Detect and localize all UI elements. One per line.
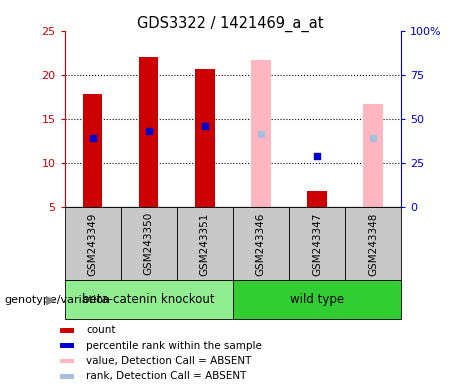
Text: GSM243349: GSM243349 [88, 212, 98, 276]
Bar [307, 192, 327, 207]
Bar [65, 207, 121, 280]
Text: percentile rank within the sample: percentile rank within the sample [86, 341, 262, 351]
Bar [345, 207, 401, 280]
Text: value, Detection Call = ABSENT: value, Detection Call = ABSENT [86, 356, 251, 366]
Bar [60, 359, 74, 363]
Text: GSM243350: GSM243350 [144, 212, 154, 275]
Point [313, 153, 321, 159]
Text: ▶: ▶ [46, 293, 55, 306]
Bar [60, 343, 74, 348]
Bar [139, 57, 159, 207]
Text: beta-catenin knockout: beta-catenin knockout [83, 293, 215, 306]
Point [201, 123, 208, 129]
Bar [363, 104, 383, 207]
Bar [83, 94, 102, 207]
Point [145, 128, 152, 134]
Bar [251, 60, 271, 207]
Text: GSM243347: GSM243347 [312, 212, 322, 276]
Bar [121, 207, 177, 280]
Bar [60, 374, 74, 379]
Text: count: count [86, 325, 116, 335]
Text: GDS3322 / 1421469_a_at: GDS3322 / 1421469_a_at [137, 15, 324, 31]
Text: GSM243348: GSM243348 [368, 212, 378, 276]
Bar [60, 328, 74, 333]
Bar [233, 280, 401, 319]
Point [369, 134, 377, 141]
Text: genotype/variation: genotype/variation [5, 295, 111, 305]
Point [257, 131, 265, 137]
Bar [195, 69, 214, 207]
Text: wild type: wild type [290, 293, 344, 306]
Text: rank, Detection Call = ABSENT: rank, Detection Call = ABSENT [86, 371, 247, 381]
Text: GSM243351: GSM243351 [200, 212, 210, 276]
Bar [65, 280, 233, 319]
Point [89, 136, 96, 142]
Bar [177, 207, 233, 280]
Text: GSM243346: GSM243346 [256, 212, 266, 276]
Bar [233, 207, 289, 280]
Bar [289, 207, 345, 280]
